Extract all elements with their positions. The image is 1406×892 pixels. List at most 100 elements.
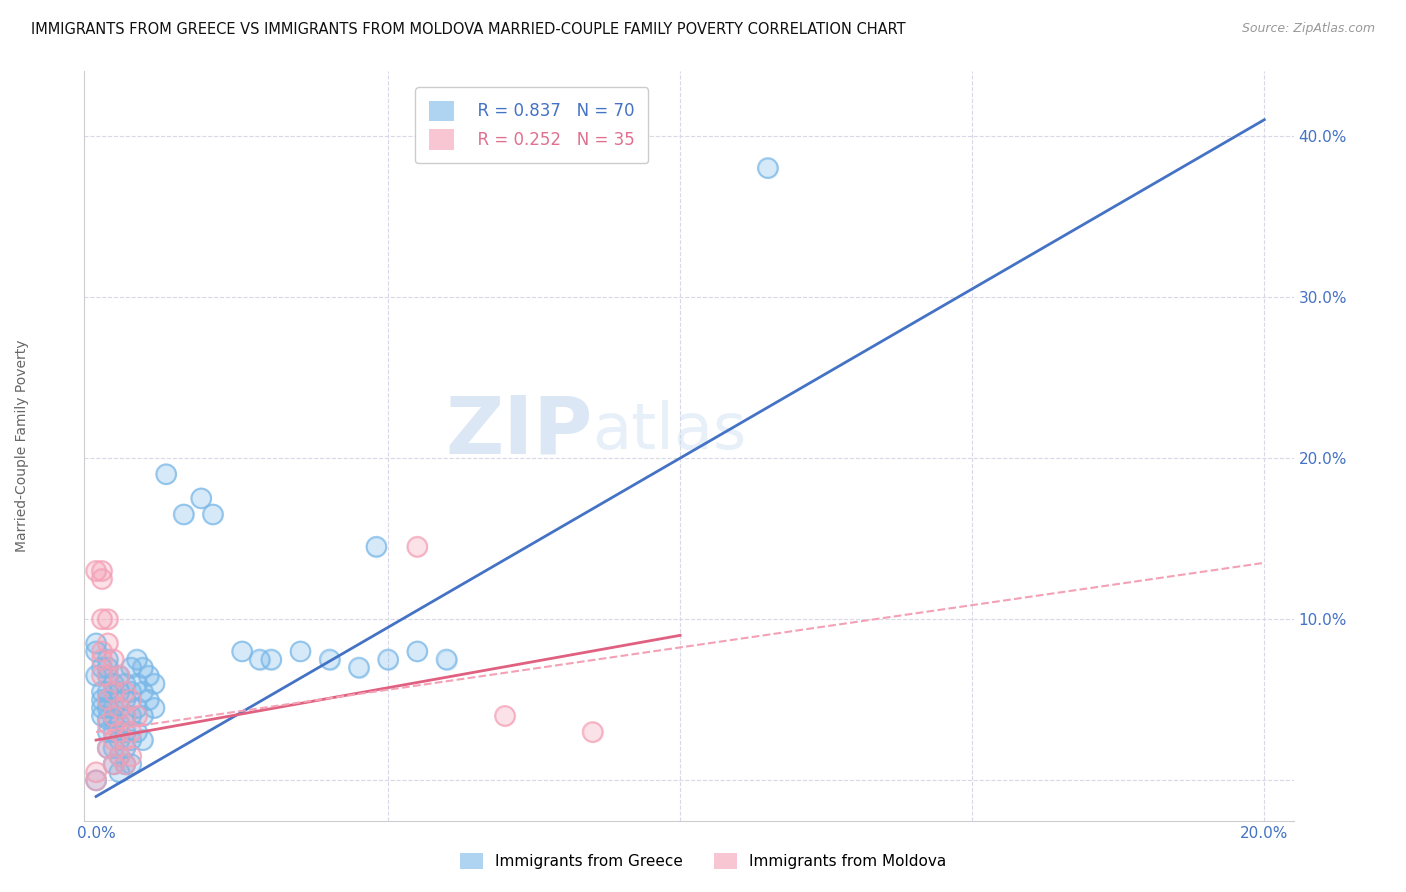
Point <box>143 676 166 690</box>
Text: ZIP: ZIP <box>444 392 592 470</box>
Point <box>114 709 136 723</box>
Text: atlas: atlas <box>592 400 747 462</box>
Point <box>108 749 131 764</box>
Point <box>318 652 340 666</box>
Point <box>90 709 112 723</box>
Point <box>97 741 120 756</box>
Point <box>114 693 136 707</box>
Point <box>114 741 136 756</box>
Point <box>103 712 125 726</box>
Point <box>108 701 131 715</box>
Point <box>90 701 112 715</box>
Point <box>249 652 271 666</box>
Point <box>132 733 155 747</box>
Point <box>406 644 429 658</box>
Point <box>103 757 125 772</box>
Point <box>84 668 107 682</box>
Point <box>120 725 142 739</box>
Legend:   R = 0.837   N = 70,   R = 0.252   N = 35: R = 0.837 N = 70, R = 0.252 N = 35 <box>415 87 648 163</box>
Text: Source: ZipAtlas.com: Source: ZipAtlas.com <box>1241 22 1375 36</box>
Point <box>108 717 131 731</box>
Point <box>103 757 125 772</box>
Point <box>494 709 516 723</box>
Point <box>132 684 155 698</box>
Point <box>120 749 142 764</box>
Point <box>108 668 131 682</box>
Point <box>103 684 125 698</box>
Point <box>108 749 131 764</box>
Point <box>103 652 125 666</box>
Point <box>97 636 120 650</box>
Point <box>138 668 160 682</box>
Point <box>90 564 112 578</box>
Point <box>97 717 120 731</box>
Point <box>84 564 107 578</box>
Point <box>125 725 148 739</box>
Point <box>90 701 112 715</box>
Point <box>108 684 131 698</box>
Point <box>97 668 120 682</box>
Point <box>125 709 148 723</box>
Point <box>97 636 120 650</box>
Point <box>260 652 283 666</box>
Point <box>120 693 142 707</box>
Point <box>108 725 131 739</box>
Point <box>97 693 120 707</box>
Point <box>97 652 120 666</box>
Point <box>120 733 142 747</box>
Point <box>231 644 253 658</box>
Point <box>114 733 136 747</box>
Point <box>132 684 155 698</box>
Point <box>97 741 120 756</box>
Point <box>103 712 125 726</box>
Point <box>90 684 112 698</box>
Point <box>84 773 107 788</box>
Point <box>120 757 142 772</box>
Point <box>103 684 125 698</box>
Point <box>249 652 271 666</box>
Point <box>103 741 125 756</box>
Point <box>103 709 125 723</box>
Point <box>190 491 212 506</box>
Point <box>581 725 603 739</box>
Point <box>406 540 429 554</box>
Point <box>114 684 136 698</box>
Point <box>173 508 195 522</box>
Point <box>84 765 107 780</box>
Point <box>97 660 120 674</box>
Point <box>90 709 112 723</box>
Point <box>108 765 131 780</box>
Point <box>143 676 166 690</box>
Point <box>108 668 131 682</box>
Point <box>494 709 516 723</box>
Point <box>114 757 136 772</box>
Point <box>90 660 112 674</box>
Point <box>120 660 142 674</box>
Point <box>155 467 177 482</box>
Point <box>84 636 107 650</box>
Point <box>103 701 125 715</box>
Point <box>90 652 112 666</box>
Point <box>90 684 112 698</box>
Point <box>97 725 120 739</box>
Point <box>90 572 112 586</box>
Point <box>756 161 779 175</box>
Point <box>84 773 107 788</box>
Point <box>114 757 136 772</box>
Point <box>97 668 120 682</box>
Point <box>173 508 195 522</box>
Point <box>108 765 131 780</box>
Point <box>138 693 160 707</box>
Point <box>138 668 160 682</box>
Point <box>114 709 136 723</box>
Point <box>97 693 120 707</box>
Point <box>97 652 120 666</box>
Point <box>114 709 136 723</box>
Point <box>155 467 177 482</box>
Point <box>97 612 120 626</box>
Point <box>114 757 136 772</box>
Point <box>581 725 603 739</box>
Point <box>120 749 142 764</box>
Point <box>132 709 155 723</box>
Point <box>103 709 125 723</box>
